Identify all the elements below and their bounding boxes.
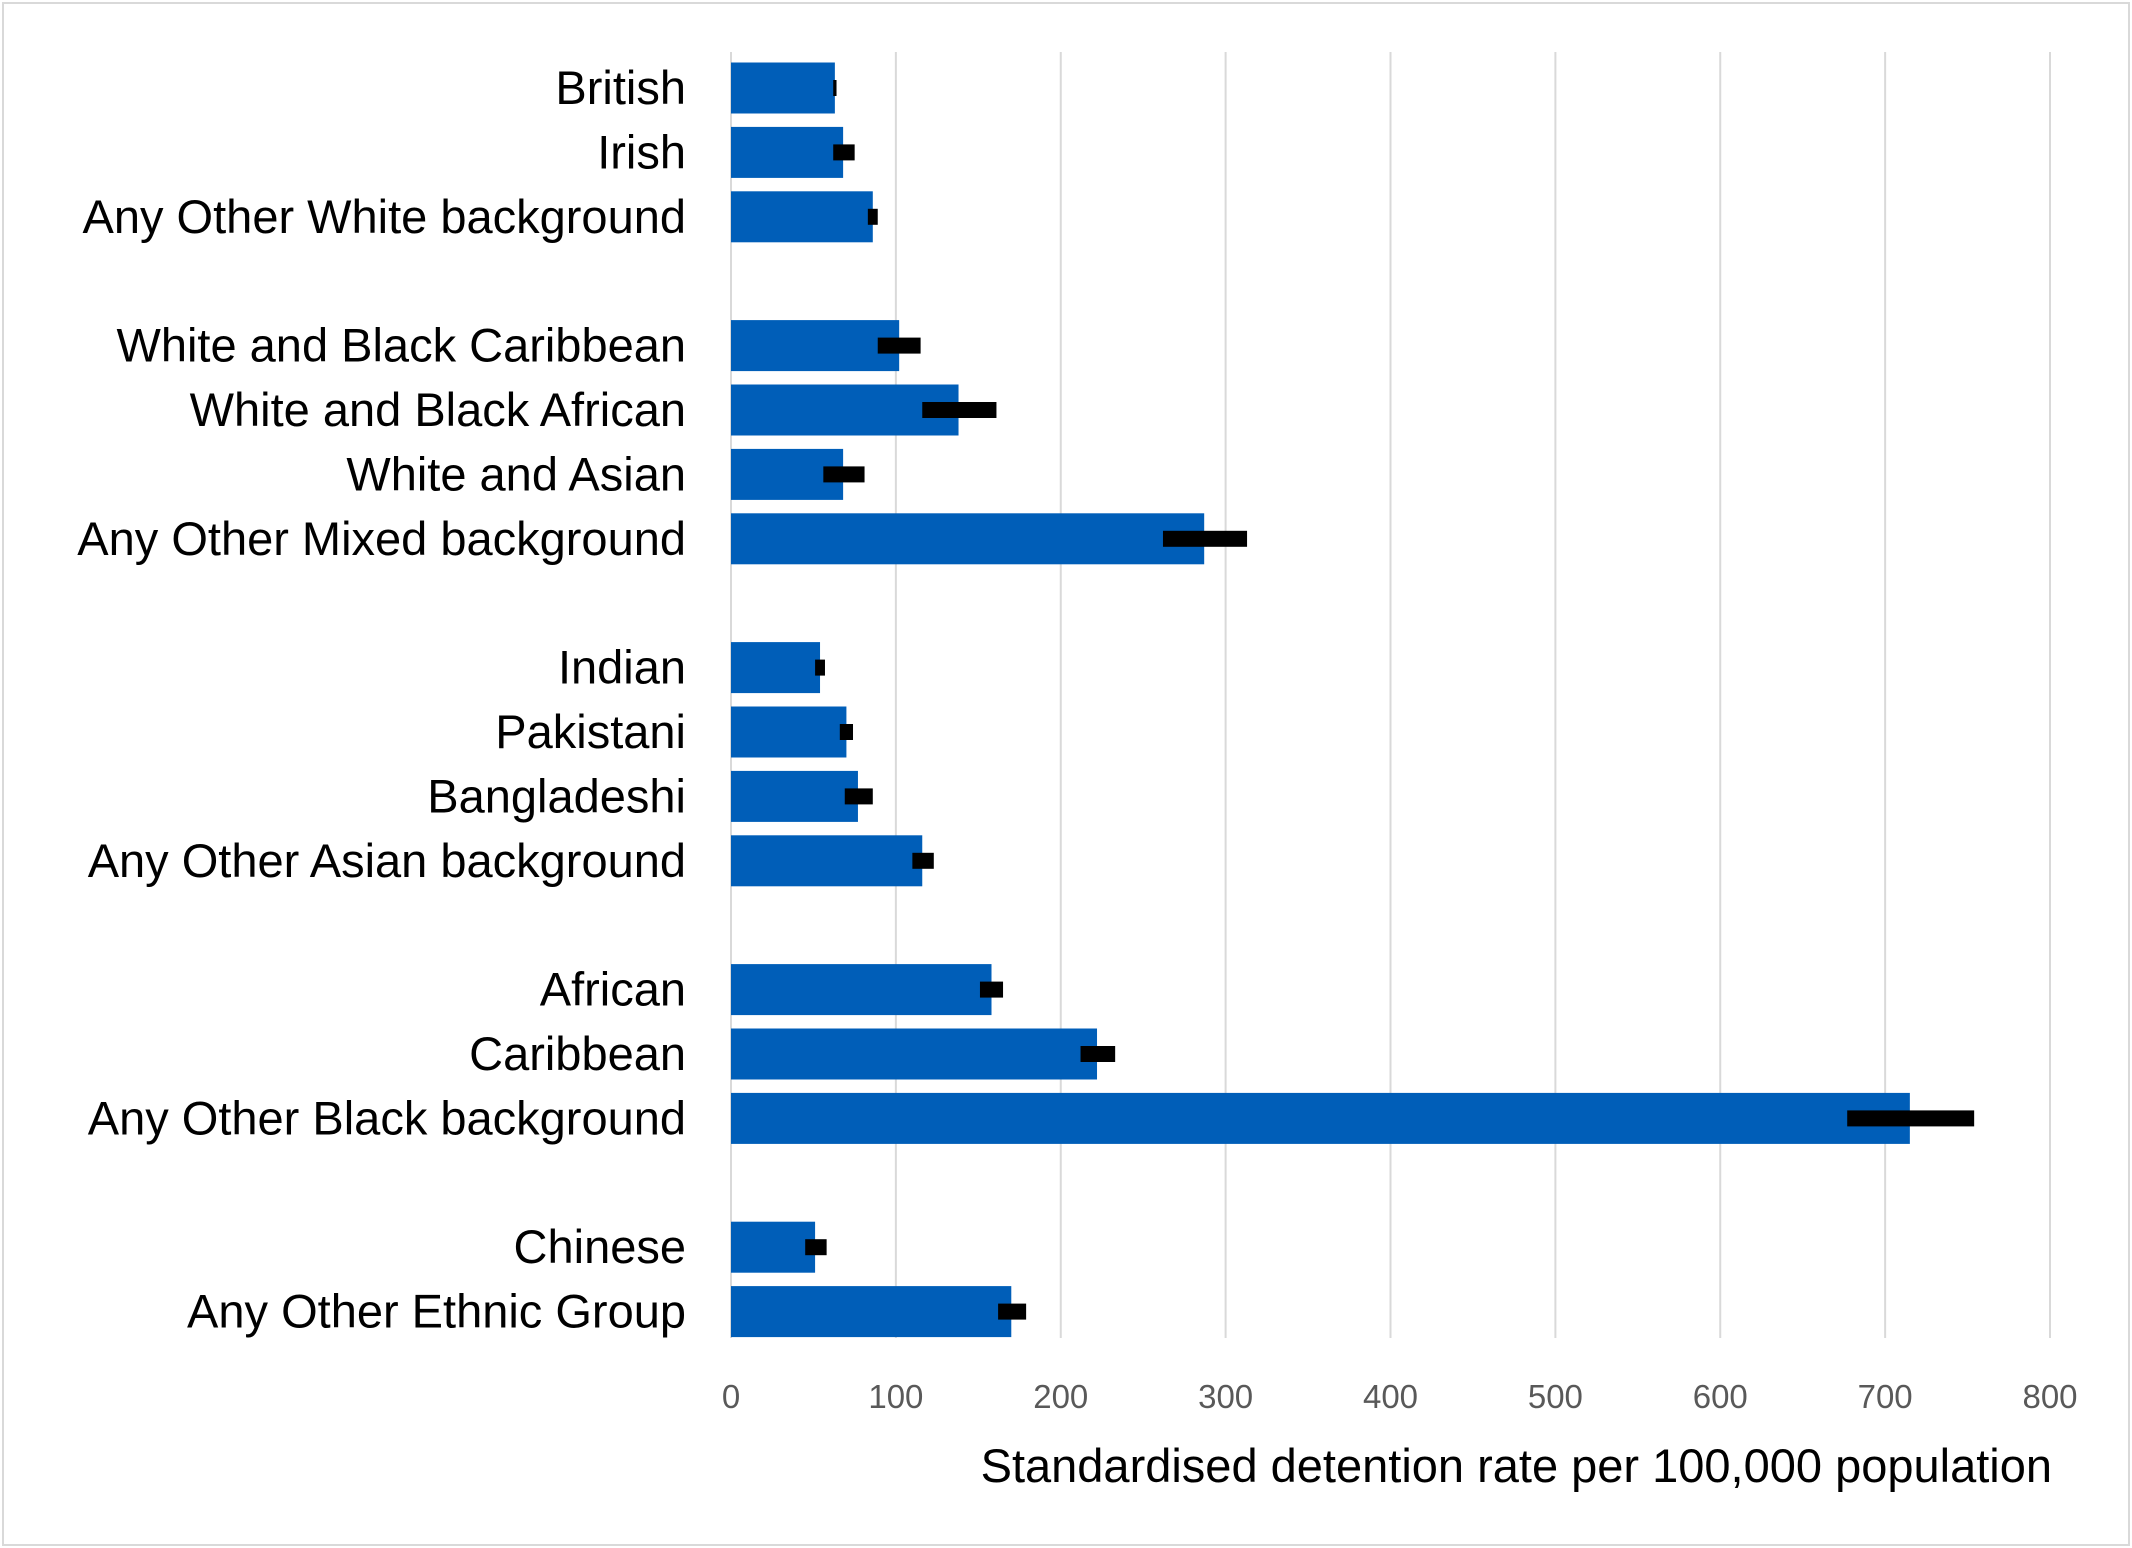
error-bar bbox=[805, 1239, 827, 1256]
error-bar bbox=[998, 1303, 1027, 1320]
category-label: Chinese bbox=[514, 1220, 686, 1273]
x-tick-label: 200 bbox=[1033, 1378, 1088, 1415]
error-bar bbox=[867, 208, 878, 225]
bar bbox=[731, 1286, 1012, 1338]
error-bar bbox=[1080, 1046, 1116, 1062]
error-bar bbox=[844, 788, 873, 805]
bar bbox=[731, 770, 858, 822]
bar bbox=[731, 642, 821, 694]
category-label: African bbox=[540, 963, 686, 1016]
category-label: Indian bbox=[558, 641, 686, 694]
x-tick-label: 700 bbox=[1858, 1378, 1913, 1415]
bar bbox=[731, 1221, 816, 1273]
error-bar bbox=[823, 466, 865, 483]
category-labels: British Irish Any Other White background Wh… bbox=[77, 61, 686, 1338]
error-bar bbox=[1847, 1110, 1975, 1127]
gridlines bbox=[730, 52, 2051, 1338]
x-tick-label: 500 bbox=[1528, 1378, 1583, 1415]
category-label: Bangladeshi bbox=[427, 769, 686, 822]
x-tick-label: 300 bbox=[1198, 1378, 1253, 1415]
category-label: Pakistani bbox=[495, 705, 686, 758]
bar bbox=[731, 320, 900, 372]
bar bbox=[731, 1028, 1098, 1080]
x-tick-label: 100 bbox=[868, 1378, 923, 1415]
error-bar bbox=[877, 337, 921, 354]
bars bbox=[731, 62, 1910, 1338]
x-tick-label: 400 bbox=[1363, 1378, 1418, 1415]
x-tick-label: 600 bbox=[1693, 1378, 1748, 1415]
error-bar bbox=[979, 981, 1004, 998]
bar bbox=[731, 191, 873, 243]
category-label: Any Other Asian background bbox=[88, 834, 686, 887]
category-label: British bbox=[555, 61, 686, 114]
category-label: Irish bbox=[597, 125, 686, 178]
bar bbox=[731, 964, 992, 1016]
error-bar bbox=[815, 659, 825, 676]
category-label: Caribbean bbox=[469, 1027, 686, 1080]
category-label: White and Asian bbox=[346, 447, 686, 500]
error-bar bbox=[1162, 530, 1248, 547]
error-bar bbox=[912, 852, 934, 869]
x-axis-title: Standardised detention rate per 100,000 … bbox=[981, 1439, 2052, 1492]
bar bbox=[731, 62, 835, 114]
bar bbox=[731, 513, 1205, 565]
category-label: Any Other Mixed background bbox=[77, 512, 686, 565]
x-tick-labels: 0 100 200 300 400 500 600 700 800 bbox=[722, 1378, 2078, 1415]
error-bar bbox=[922, 402, 997, 418]
bar bbox=[731, 126, 844, 178]
error-bar bbox=[833, 144, 855, 161]
category-label: White and Black African bbox=[190, 383, 686, 436]
x-tick-label: 800 bbox=[2022, 1378, 2077, 1415]
detention-rate-chart: British Irish Any Other White background Wh… bbox=[77, 52, 2078, 1492]
bar bbox=[731, 1092, 1910, 1144]
x-tick-label: 0 bbox=[722, 1378, 740, 1415]
error-bar bbox=[833, 80, 837, 96]
error-bars bbox=[805, 80, 1975, 1320]
category-label: Any Other White background bbox=[83, 190, 686, 243]
bar bbox=[731, 384, 959, 436]
bar bbox=[731, 706, 847, 758]
bar bbox=[731, 835, 923, 887]
category-label: Any Other Black background bbox=[88, 1091, 686, 1144]
error-bar bbox=[839, 724, 854, 740]
category-label: Any Other Ethnic Group bbox=[187, 1285, 686, 1338]
category-label: White and Black Caribbean bbox=[116, 319, 686, 372]
